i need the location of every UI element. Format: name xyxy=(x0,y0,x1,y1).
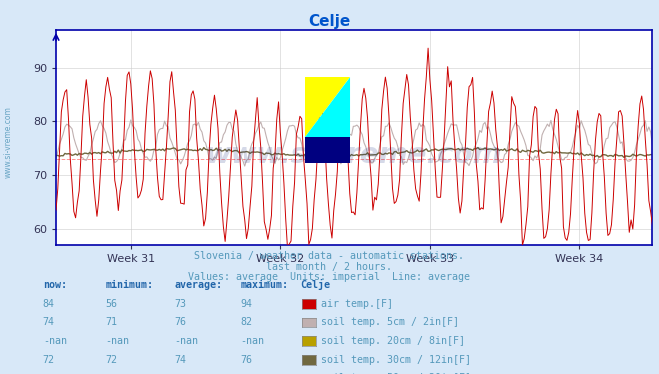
Text: 74: 74 xyxy=(43,318,55,327)
Text: soil temp. 20cm / 8in[F]: soil temp. 20cm / 8in[F] xyxy=(321,336,465,346)
Text: -nan: -nan xyxy=(43,336,67,346)
Text: Values: average  Units: imperial  Line: average: Values: average Units: imperial Line: av… xyxy=(188,272,471,282)
Text: soil temp. 5cm / 2in[F]: soil temp. 5cm / 2in[F] xyxy=(321,318,459,327)
Text: 56: 56 xyxy=(105,299,117,309)
Text: 74: 74 xyxy=(175,355,186,365)
Text: now:: now: xyxy=(43,280,67,290)
Text: 94: 94 xyxy=(241,299,252,309)
Text: average:: average: xyxy=(175,280,223,290)
Polygon shape xyxy=(304,77,350,138)
Text: 71: 71 xyxy=(105,318,117,327)
Bar xyxy=(304,138,350,163)
Text: 72: 72 xyxy=(43,355,55,365)
Text: 84: 84 xyxy=(43,299,55,309)
Text: Celje: Celje xyxy=(308,14,351,29)
Text: 76: 76 xyxy=(241,355,252,365)
Text: 82: 82 xyxy=(241,318,252,327)
Text: Slovenia / weather data - automatic stations.: Slovenia / weather data - automatic stat… xyxy=(194,251,465,261)
Text: www.si-vreme.com: www.si-vreme.com xyxy=(206,141,502,169)
Text: air temp.[F]: air temp.[F] xyxy=(321,299,393,309)
Text: -nan: -nan xyxy=(241,336,264,346)
Polygon shape xyxy=(304,77,350,138)
Text: www.si-vreme.com: www.si-vreme.com xyxy=(4,106,13,178)
Text: -nan: -nan xyxy=(105,336,129,346)
Text: soil temp. 30cm / 12in[F]: soil temp. 30cm / 12in[F] xyxy=(321,355,471,365)
Text: minimum:: minimum: xyxy=(105,280,154,290)
Text: 76: 76 xyxy=(175,318,186,327)
Text: -nan: -nan xyxy=(175,336,198,346)
Text: 72: 72 xyxy=(105,355,117,365)
Text: last month / 2 hours.: last month / 2 hours. xyxy=(266,262,393,272)
Text: maximum:: maximum: xyxy=(241,280,289,290)
Text: 73: 73 xyxy=(175,299,186,309)
Text: Celje: Celje xyxy=(300,279,330,290)
